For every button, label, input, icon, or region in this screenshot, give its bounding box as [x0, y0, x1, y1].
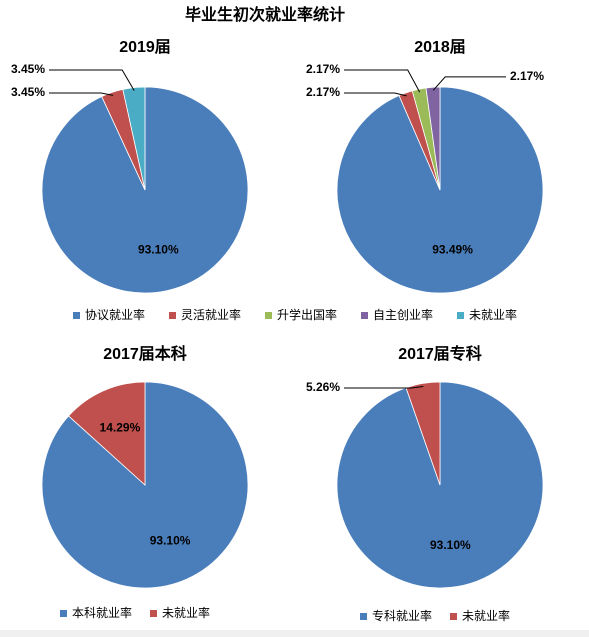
- data-label: 3.45%: [11, 62, 45, 76]
- legend-label: 自主创业率: [373, 307, 433, 322]
- pie-slice: [41, 381, 249, 589]
- legend-swatch: [360, 613, 367, 620]
- leader-line: [432, 76, 506, 91]
- footer-strip: [0, 630, 589, 637]
- pie-title: 2018届: [414, 38, 466, 56]
- leader-line: [49, 92, 114, 96]
- legend-label: 协议就业率: [85, 307, 145, 322]
- leader-line: [344, 92, 407, 97]
- pie-slice: [336, 381, 544, 589]
- pie-slice: [336, 86, 544, 294]
- page-title: 毕业生初次就业率统计: [185, 5, 345, 24]
- legend-label: 本科就业率: [72, 605, 132, 620]
- pie-title: 2019届: [119, 38, 171, 56]
- leader-line: [49, 69, 135, 91]
- legend-swatch: [457, 312, 464, 319]
- data-label: 14.29%: [100, 421, 141, 435]
- legend-swatch: [361, 312, 368, 319]
- legend-swatch: [73, 312, 80, 319]
- legend-swatch: [150, 610, 157, 617]
- legend-label: 升学出国率: [277, 307, 337, 322]
- pie-slice: [122, 86, 146, 191]
- pie-title: 2017届本科: [103, 344, 187, 363]
- legend-swatch: [169, 312, 176, 319]
- legend-label: 未就业率: [162, 605, 210, 620]
- data-label: 2.17%: [306, 85, 340, 99]
- data-label: 93.10%: [430, 538, 471, 552]
- pie-slice: [425, 86, 441, 191]
- legend-label: 未就业率: [462, 608, 510, 623]
- data-label: 2.17%: [306, 62, 340, 76]
- data-label: 93.49%: [432, 243, 473, 257]
- leader-line: [344, 69, 421, 93]
- data-label: 3.45%: [11, 85, 45, 99]
- legend-swatch: [265, 312, 272, 319]
- data-label: 5.26%: [306, 380, 340, 394]
- legend-swatch: [450, 613, 457, 620]
- leader-line: [344, 386, 424, 389]
- legend-label: 未就业率: [469, 307, 517, 322]
- pie-title: 2017届专科: [398, 344, 482, 363]
- data-label: 93.10%: [150, 534, 191, 548]
- pie-slice: [68, 381, 146, 486]
- legend-label: 专科就业率: [372, 608, 432, 623]
- legend-swatch: [60, 610, 67, 617]
- data-label: 93.10%: [138, 243, 179, 257]
- data-label: 2.17%: [510, 69, 544, 83]
- legend-label: 灵活就业率: [181, 307, 241, 322]
